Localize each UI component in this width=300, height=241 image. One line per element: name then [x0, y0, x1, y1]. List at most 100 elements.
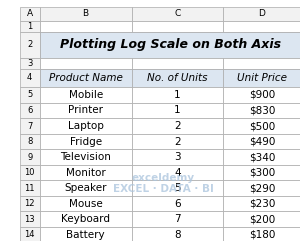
Text: 1: 1 — [174, 90, 181, 100]
Bar — [131, 118, 223, 134]
Text: No. of Units: No. of Units — [147, 73, 208, 83]
Text: 5: 5 — [27, 90, 32, 100]
Text: Speaker: Speaker — [64, 183, 107, 193]
Bar — [20, 87, 40, 103]
Bar — [40, 58, 131, 69]
Bar — [131, 21, 223, 32]
Text: $230: $230 — [249, 199, 275, 209]
Bar — [40, 69, 131, 87]
Text: 6: 6 — [174, 199, 181, 209]
Bar — [223, 118, 300, 134]
Bar — [131, 87, 223, 103]
Text: 1: 1 — [27, 22, 32, 31]
Bar — [20, 165, 40, 180]
Bar — [131, 7, 223, 21]
Text: exceldemy
EXCEL · DATA · BI: exceldemy EXCEL · DATA · BI — [112, 173, 214, 194]
Text: Laptop: Laptop — [68, 121, 103, 131]
Text: 2: 2 — [174, 121, 181, 131]
Bar — [223, 134, 300, 149]
Text: 3: 3 — [27, 59, 32, 68]
Bar — [40, 149, 131, 165]
Text: Mouse: Mouse — [69, 199, 103, 209]
Text: $490: $490 — [249, 137, 275, 147]
Bar — [20, 21, 40, 32]
Bar — [131, 149, 223, 165]
Text: Monitor: Monitor — [66, 167, 106, 178]
Bar — [131, 196, 223, 211]
Bar — [223, 211, 300, 227]
Bar — [20, 211, 40, 227]
Bar — [223, 103, 300, 118]
Bar — [223, 87, 300, 103]
Text: Keyboard: Keyboard — [61, 214, 110, 224]
Text: 1: 1 — [174, 106, 181, 115]
Bar — [131, 227, 223, 241]
Text: Battery: Battery — [66, 230, 105, 240]
Text: $300: $300 — [249, 167, 275, 178]
Text: $500: $500 — [249, 121, 275, 131]
Bar — [40, 165, 131, 180]
Text: 5: 5 — [174, 183, 181, 193]
Text: C: C — [174, 9, 181, 18]
Bar — [131, 58, 223, 69]
Text: 2: 2 — [27, 40, 32, 49]
Text: 13: 13 — [24, 215, 35, 224]
Text: Plotting Log Scale on Both Axis: Plotting Log Scale on Both Axis — [60, 38, 281, 51]
Bar — [40, 227, 131, 241]
Text: $830: $830 — [249, 106, 275, 115]
Text: 4: 4 — [174, 167, 181, 178]
Text: D: D — [259, 9, 266, 18]
Bar — [20, 196, 40, 211]
Bar — [131, 211, 223, 227]
Bar — [20, 227, 40, 241]
Bar — [223, 21, 300, 32]
Text: Mobile: Mobile — [68, 90, 103, 100]
Text: 2: 2 — [174, 137, 181, 147]
Text: Product Name: Product Name — [49, 73, 123, 83]
Bar — [223, 196, 300, 211]
Bar — [20, 180, 40, 196]
Bar — [20, 58, 40, 69]
Bar — [20, 32, 40, 58]
Text: 9: 9 — [27, 153, 32, 161]
Bar — [40, 7, 131, 21]
Bar — [223, 69, 300, 87]
Bar — [131, 165, 223, 180]
Bar — [40, 196, 131, 211]
Text: 8: 8 — [174, 230, 181, 240]
Text: $180: $180 — [249, 230, 275, 240]
Bar — [223, 227, 300, 241]
Text: B: B — [82, 9, 89, 18]
Bar — [40, 211, 131, 227]
Text: A: A — [27, 9, 33, 18]
Bar — [223, 149, 300, 165]
Text: 10: 10 — [25, 168, 35, 177]
Bar — [223, 165, 300, 180]
Text: Television: Television — [60, 152, 111, 162]
Bar — [40, 87, 131, 103]
Text: $340: $340 — [249, 152, 275, 162]
Bar — [131, 134, 223, 149]
Text: 4: 4 — [27, 74, 32, 82]
Text: 11: 11 — [25, 184, 35, 193]
Bar — [40, 118, 131, 134]
Bar — [40, 32, 300, 58]
Bar — [223, 7, 300, 21]
Bar — [131, 69, 223, 87]
Bar — [40, 103, 131, 118]
Text: $290: $290 — [249, 183, 275, 193]
Bar — [20, 7, 40, 21]
Text: $900: $900 — [249, 90, 275, 100]
Bar — [40, 180, 131, 196]
Bar — [131, 103, 223, 118]
Text: 8: 8 — [27, 137, 32, 146]
Text: 7: 7 — [27, 121, 32, 131]
Text: 12: 12 — [25, 199, 35, 208]
Text: 3: 3 — [174, 152, 181, 162]
Bar — [20, 103, 40, 118]
Bar — [40, 21, 131, 32]
Text: 14: 14 — [25, 230, 35, 239]
Text: 6: 6 — [27, 106, 32, 115]
Bar — [223, 180, 300, 196]
Text: 7: 7 — [174, 214, 181, 224]
